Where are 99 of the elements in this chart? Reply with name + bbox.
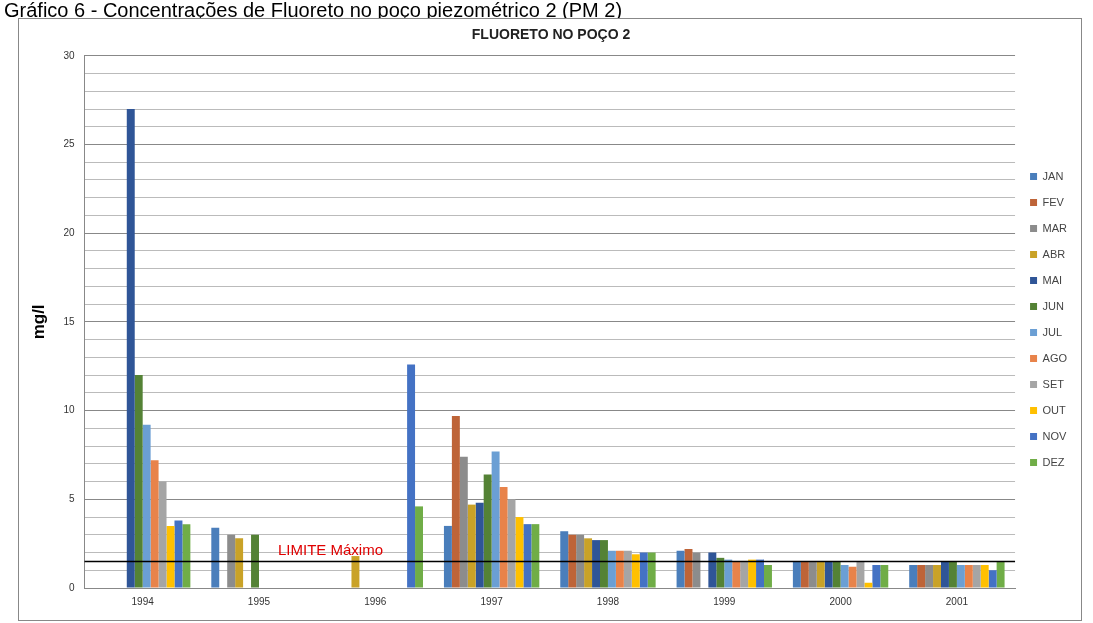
legend-label: MAI <box>1042 273 1063 286</box>
y-tick-label: 20 <box>63 226 75 238</box>
bar <box>708 552 717 588</box>
bar <box>443 525 452 588</box>
bar <box>925 564 934 588</box>
bar <box>676 550 685 588</box>
bar <box>988 570 997 588</box>
bar <box>980 564 989 588</box>
bar <box>174 520 183 588</box>
bar <box>764 564 772 588</box>
bar <box>531 524 540 588</box>
ref-line-label: LIMITE Máximo <box>278 541 384 559</box>
bar <box>792 561 801 588</box>
y-tick-label: 5 <box>68 493 75 505</box>
bar <box>647 552 656 588</box>
bar <box>523 524 532 588</box>
legend-label: OUT <box>1042 403 1067 416</box>
bar <box>227 534 236 588</box>
bar <box>639 552 648 588</box>
y-tick-label: 30 <box>63 49 75 61</box>
bar <box>692 552 701 588</box>
bar <box>483 474 492 588</box>
bar <box>158 481 167 588</box>
bar <box>724 559 733 588</box>
legend-label: ABR <box>1042 247 1066 260</box>
bar <box>832 561 841 588</box>
bar <box>126 109 135 588</box>
y-tick-label: 10 <box>63 404 75 416</box>
bar <box>451 415 460 588</box>
legend-label: DEZ <box>1042 455 1065 468</box>
bar <box>467 504 476 588</box>
bar <box>491 451 500 588</box>
bar <box>515 517 524 588</box>
bar <box>584 538 593 588</box>
legend-label: MAR <box>1042 221 1068 234</box>
bar <box>800 561 809 588</box>
bar <box>251 534 259 588</box>
bar <box>917 564 926 588</box>
y-tick-label: 25 <box>63 138 75 150</box>
x-tick-label: 1998 <box>596 595 620 607</box>
x-tick-label: 2000 <box>829 595 853 607</box>
bar <box>560 531 569 588</box>
x-tick-label: 2001 <box>945 595 969 607</box>
bar <box>407 364 416 588</box>
bar <box>211 527 220 588</box>
bar <box>941 561 949 588</box>
legend-label: JUN <box>1042 299 1064 312</box>
bar <box>964 564 973 588</box>
y-tick-label: 0 <box>68 581 75 593</box>
bar <box>134 375 143 588</box>
bar <box>499 486 508 588</box>
bar <box>972 564 981 588</box>
bar <box>840 564 849 588</box>
bar <box>592 540 600 588</box>
bar <box>615 550 624 588</box>
x-tick-label: 1999 <box>713 595 736 607</box>
bar <box>740 561 749 588</box>
legend-label: AGO <box>1042 351 1068 364</box>
bar <box>576 534 585 588</box>
bar <box>235 538 244 588</box>
bar <box>748 559 757 588</box>
bar <box>956 564 965 588</box>
bar <box>607 550 616 588</box>
bar <box>716 557 725 588</box>
bar <box>142 424 151 588</box>
bar <box>824 561 833 588</box>
legend-label: JAN <box>1042 169 1064 182</box>
bar <box>568 534 577 588</box>
chart-title: FLUORETO NO POÇO 2 <box>471 26 631 43</box>
bar <box>933 564 941 588</box>
legend-label: FEV <box>1042 195 1065 208</box>
bar <box>864 582 873 588</box>
x-tick-label: 1995 <box>247 595 271 607</box>
x-tick-label: 1996 <box>364 595 387 607</box>
bar <box>182 524 191 588</box>
y-axis-title: mg/l <box>28 304 48 340</box>
legend-label: SET <box>1042 377 1065 390</box>
y-tick-label: 15 <box>63 315 75 327</box>
bar <box>732 561 741 588</box>
bar <box>150 460 159 588</box>
legend-label: JUL <box>1042 325 1063 338</box>
bar <box>351 556 360 588</box>
bar <box>816 561 825 588</box>
bar <box>856 561 865 588</box>
bar <box>623 550 632 588</box>
legend-label: NOV <box>1042 429 1068 442</box>
x-tick-label: 1994 <box>131 595 155 607</box>
bar <box>415 506 423 588</box>
x-tick-label: 1997 <box>480 595 504 607</box>
bar <box>600 540 608 588</box>
bar <box>808 561 817 588</box>
bar <box>948 561 957 588</box>
bar <box>880 564 889 588</box>
bar <box>756 559 764 588</box>
bar <box>872 564 881 588</box>
bar <box>631 554 640 588</box>
bar <box>475 502 484 588</box>
bar <box>909 564 918 588</box>
bar <box>996 561 1005 588</box>
